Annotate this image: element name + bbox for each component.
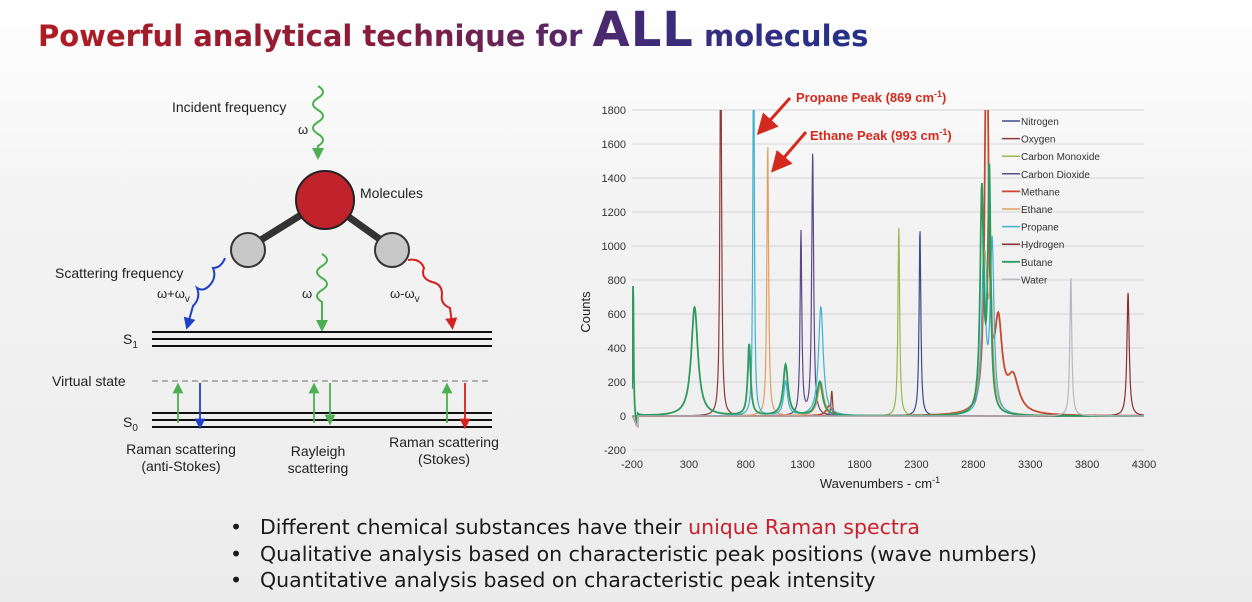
- y-tick-label: 1800: [602, 105, 626, 117]
- series-line-ethane: [632, 147, 1144, 428]
- anti-stokes-caption: Raman scattering (anti-Stokes): [126, 441, 236, 474]
- bullet-item: • Different chemical substances have thei…: [230, 515, 920, 539]
- incident-frequency-label: Incident frequency: [172, 99, 286, 115]
- x-tick-label: 3800: [1075, 459, 1099, 471]
- legend-entry: Butane: [1021, 258, 1053, 269]
- legend-entry: Water: [1021, 275, 1048, 286]
- annotation-arrow: [770, 131, 808, 173]
- y-axis-label: Counts: [578, 291, 593, 333]
- legend-entry: Oxygen: [1021, 135, 1055, 146]
- y-tick-label: 200: [608, 377, 626, 389]
- chart-legend: Nitrogen Oxygen Carbon Monoxide Carbon Diox…: [1002, 117, 1100, 286]
- raman-spectra-chart: -200 0 200 400 600 800 1000 1200 1400 1600 1800 -20…: [578, 89, 1157, 491]
- x-axis-label: Wavenumbers - cm-1: [820, 475, 940, 491]
- chart-axes: -200 0 200 400 600 800 1000 1200 1400 1600 1800 -20…: [602, 105, 1157, 471]
- rayleigh-symbol: ω: [302, 286, 312, 301]
- scattering-frequency-label: Scattering frequency: [55, 265, 183, 281]
- chart-series: [632, 110, 1144, 428]
- x-tick-label: 3300: [1018, 459, 1042, 471]
- rayleigh-wave: [316, 253, 328, 332]
- title-suffix: molecules: [703, 19, 869, 53]
- page-title: Powerful analytical technique for ALL mo…: [38, 2, 868, 58]
- y-tick-label: 1000: [602, 241, 626, 253]
- legend-entry: Carbon Dioxide: [1021, 170, 1090, 181]
- legend-entry: Nitrogen: [1021, 117, 1059, 128]
- anti-stokes-wave: [183, 257, 226, 330]
- stokes-wave: [407, 258, 458, 330]
- s0-label: S0: [123, 414, 138, 434]
- series-line-carbon-dioxide: [632, 153, 1144, 428]
- x-tick-label: 1800: [847, 459, 871, 471]
- annotation-label: Ethane Peak (993 cm-1): [810, 127, 952, 143]
- molecule-right-atom: [374, 232, 410, 268]
- x-tick-label: 2800: [961, 459, 985, 471]
- incident-wave: [312, 85, 324, 160]
- title-prefix: Powerful analytical technique for: [38, 19, 583, 53]
- x-tick-label: 4300: [1132, 459, 1156, 471]
- incident-omega: ω: [298, 122, 308, 137]
- legend-entry: Hydrogen: [1021, 240, 1064, 251]
- molecule-center-atom: [295, 170, 355, 230]
- x-tick-label: -200: [621, 459, 643, 471]
- y-tick-label: 0: [620, 411, 626, 423]
- legend-entry: Carbon Monoxide: [1021, 152, 1100, 163]
- series-line-carbon-monoxide: [632, 227, 1144, 428]
- y-tick-label: 600: [608, 309, 626, 321]
- y-tick-label: -200: [604, 445, 626, 457]
- s1-label: S1: [123, 331, 138, 351]
- chart-annotations: Propane Peak (869 cm-1) Ethane Peak (993 …: [756, 89, 952, 173]
- annotation-arrow: [756, 97, 792, 136]
- legend-entry: Ethane: [1021, 205, 1053, 216]
- s0-level: [152, 412, 492, 428]
- legend-entry: Propane: [1021, 223, 1059, 234]
- key-points-list: • Different chemical substances have thei…: [230, 514, 1037, 594]
- raman-diagram: Incident frequency ω Molecules Scatterin…: [52, 85, 499, 476]
- anti-stokes-symbol: ω+ωv: [157, 286, 190, 305]
- virtual-state-label: Virtual state: [52, 373, 126, 389]
- molecules-label: Molecules: [360, 185, 423, 201]
- series-line-water: [632, 277, 1144, 428]
- legend-entry: Methane: [1021, 187, 1060, 198]
- series-line-butane: [632, 163, 1144, 427]
- y-tick-label: 400: [608, 343, 626, 355]
- annotation-label: Propane Peak (869 cm-1): [796, 89, 946, 105]
- rayleigh-caption: Rayleigh scattering: [288, 443, 349, 476]
- y-tick-label: 800: [608, 275, 626, 287]
- bullet-highlight: unique Raman spectra: [688, 515, 920, 539]
- x-tick-label: 300: [680, 459, 698, 471]
- x-tick-label: 800: [737, 459, 755, 471]
- molecule-left-atom: [230, 232, 266, 268]
- y-tick-label: 1600: [602, 139, 626, 151]
- x-tick-label: 1300: [790, 459, 814, 471]
- y-tick-label: 1400: [602, 173, 626, 185]
- x-tick-label: 2300: [904, 459, 928, 471]
- title-emphasis: ALL: [592, 2, 694, 58]
- bullet-item: • Quantitative analysis based on characte…: [230, 568, 876, 592]
- series-line-nitrogen: [632, 231, 1144, 428]
- bullet-item: • Qualitative analysis based on character…: [230, 541, 1037, 566]
- s1-level: [152, 331, 492, 347]
- y-tick-label: 1200: [602, 207, 626, 219]
- stokes-caption: Raman scattering (Stokes): [389, 434, 499, 467]
- stokes-symbol: ω-ωv: [390, 286, 420, 305]
